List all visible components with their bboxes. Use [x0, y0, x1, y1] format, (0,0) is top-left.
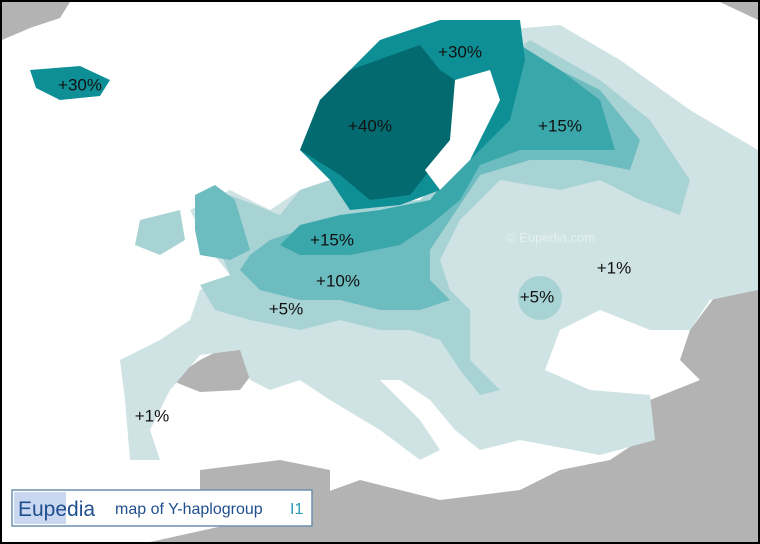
logo-bg — [14, 492, 66, 524]
zone-label: +30% — [438, 42, 482, 61]
labels: +30% +30% +40% +15% +15% +10% +5% +5% +1… — [58, 42, 631, 425]
zone-label: +30% — [58, 75, 102, 94]
legend-box: Eupedia map of Y-haplogroup I1 — [11, 489, 313, 527]
baltic-sea — [425, 70, 500, 190]
watermark: © Eupedia.com — [506, 230, 595, 245]
zone-label: +40% — [348, 116, 392, 135]
ireland — [135, 210, 185, 255]
zone-label: +1% — [597, 258, 632, 277]
haplogroup: I1 — [290, 501, 303, 518]
britain — [195, 185, 250, 260]
zone-label: +1% — [135, 406, 170, 425]
zone-label: +15% — [310, 230, 354, 249]
zone-label: +15% — [538, 116, 582, 135]
zone-label: +5% — [520, 287, 555, 306]
zone-15 — [280, 45, 615, 255]
zone-5-island — [518, 276, 562, 320]
brand: Eupedia — [18, 498, 95, 521]
iceland — [30, 66, 110, 100]
zone-label: +5% — [269, 299, 304, 318]
zone-label: +10% — [316, 271, 360, 290]
zone-40 — [300, 45, 470, 200]
map-title: map of Y-haplogroup — [115, 501, 263, 518]
